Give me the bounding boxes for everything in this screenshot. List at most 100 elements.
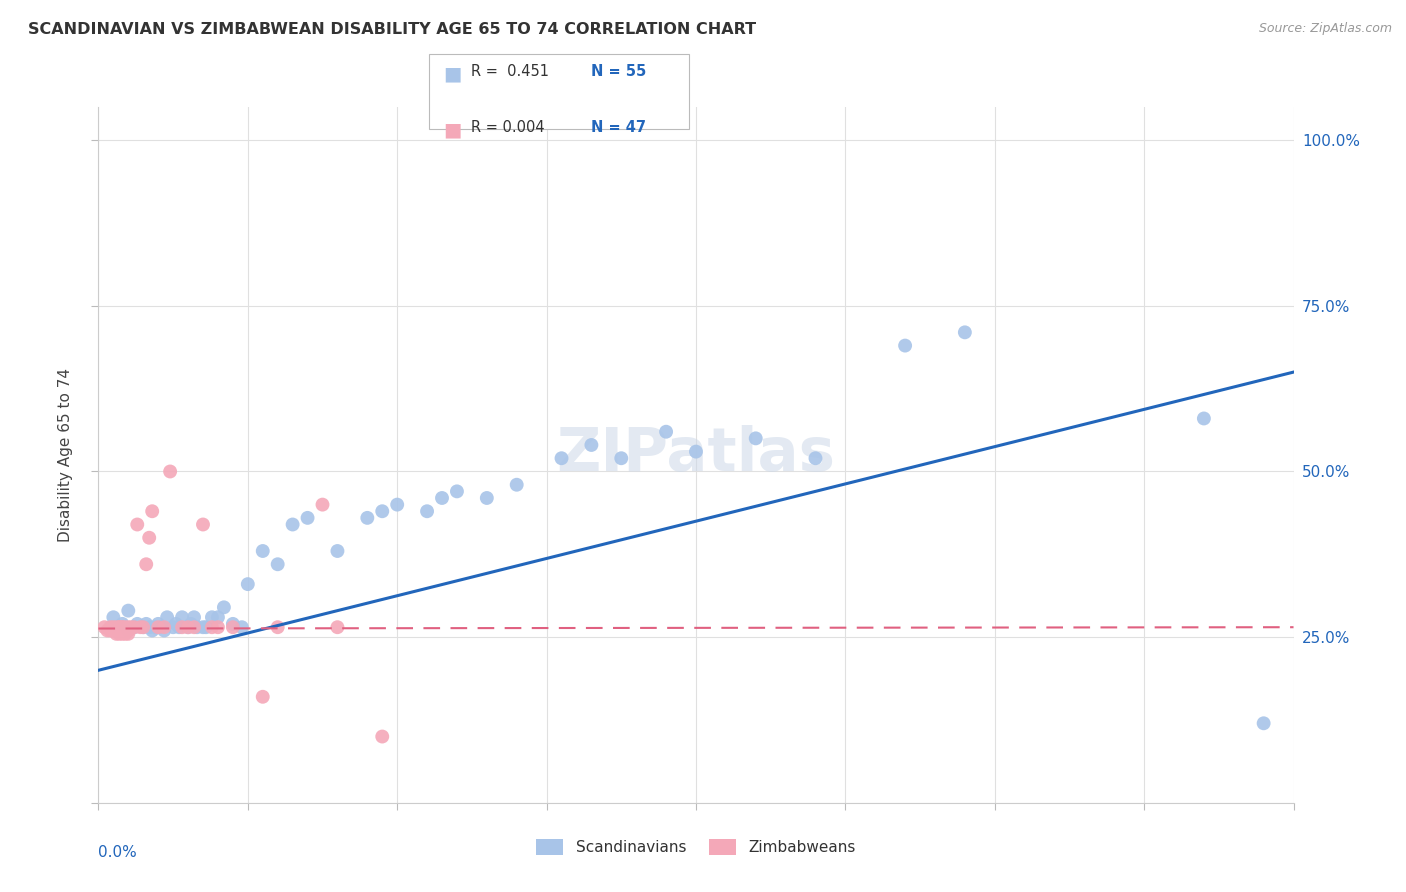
Point: [127, 517, 149, 532]
Point: [297, 511, 319, 525]
Point: [207, 610, 229, 624]
Point: [111, 624, 134, 638]
Point: [153, 620, 176, 634]
Point: [207, 620, 229, 634]
Point: [252, 544, 274, 558]
Text: R = 0.004: R = 0.004: [471, 120, 544, 136]
Point: [124, 620, 146, 634]
Point: [446, 484, 468, 499]
Point: [162, 620, 184, 634]
Point: [111, 624, 134, 638]
Point: [153, 624, 176, 638]
Point: [159, 465, 181, 479]
Point: [326, 544, 349, 558]
Point: [267, 558, 290, 572]
Point: [475, 491, 498, 505]
Point: [894, 338, 917, 352]
Text: ■: ■: [443, 120, 461, 139]
Point: [114, 620, 136, 634]
Point: [430, 491, 453, 505]
Point: [506, 477, 529, 491]
Point: [177, 620, 200, 634]
Legend: Scandinavians, Zimbabweans: Scandinavians, Zimbabweans: [530, 833, 862, 862]
Point: [148, 616, 170, 631]
Point: [135, 616, 157, 631]
Text: ■: ■: [443, 64, 461, 83]
Point: [138, 620, 160, 634]
Point: [183, 610, 205, 624]
Point: [191, 517, 214, 532]
Point: [183, 620, 205, 634]
Point: [165, 616, 187, 631]
Point: [236, 577, 259, 591]
Point: [281, 517, 304, 532]
Point: [120, 620, 142, 634]
Point: [111, 620, 134, 634]
Point: [1192, 411, 1215, 425]
Point: [111, 616, 134, 631]
Point: [124, 620, 146, 634]
Point: [201, 620, 224, 634]
Point: [132, 620, 155, 634]
Text: N = 47: N = 47: [591, 120, 645, 136]
Point: [685, 444, 707, 458]
Text: R =  0.451: R = 0.451: [471, 64, 548, 79]
Point: [172, 620, 194, 634]
Point: [1253, 716, 1275, 731]
Point: [222, 620, 245, 634]
Point: [108, 620, 131, 634]
Point: [212, 600, 235, 615]
Point: [117, 620, 139, 634]
Point: [231, 620, 253, 634]
Point: [105, 627, 128, 641]
Point: [167, 620, 190, 634]
Point: [105, 620, 128, 634]
Point: [111, 620, 134, 634]
Point: [156, 610, 179, 624]
Point: [222, 616, 245, 631]
Point: [655, 425, 678, 439]
Point: [100, 620, 122, 634]
Point: [108, 627, 131, 641]
Point: [135, 558, 157, 572]
Text: Source: ZipAtlas.com: Source: ZipAtlas.com: [1258, 22, 1392, 36]
Point: [132, 620, 155, 634]
Point: [117, 624, 139, 638]
Point: [127, 616, 149, 631]
Text: 0.0%: 0.0%: [98, 845, 138, 860]
Point: [117, 627, 139, 641]
Point: [172, 610, 194, 624]
Point: [117, 604, 139, 618]
Point: [108, 620, 131, 634]
Point: [103, 620, 125, 634]
Text: SCANDINAVIAN VS ZIMBABWEAN DISABILITY AGE 65 TO 74 CORRELATION CHART: SCANDINAVIAN VS ZIMBABWEAN DISABILITY AG…: [28, 22, 756, 37]
Point: [141, 624, 163, 638]
Point: [201, 610, 224, 624]
Point: [103, 624, 125, 638]
Point: [114, 627, 136, 641]
Point: [111, 627, 134, 641]
Point: [191, 620, 214, 634]
Point: [148, 620, 170, 634]
Point: [745, 431, 768, 445]
Point: [252, 690, 274, 704]
Point: [356, 511, 378, 525]
Point: [105, 624, 128, 638]
Point: [180, 616, 202, 631]
Point: [117, 624, 139, 638]
Point: [416, 504, 439, 518]
Point: [195, 620, 218, 634]
Y-axis label: Disability Age 65 to 74: Disability Age 65 to 74: [58, 368, 73, 542]
Point: [326, 620, 349, 634]
Point: [610, 451, 633, 466]
Point: [141, 504, 163, 518]
Point: [550, 451, 572, 466]
Point: [953, 326, 976, 340]
Point: [267, 620, 290, 634]
Point: [371, 730, 394, 744]
Point: [93, 620, 115, 634]
Point: [804, 451, 827, 466]
Text: N = 55: N = 55: [591, 64, 645, 79]
Point: [311, 498, 333, 512]
Point: [138, 531, 160, 545]
